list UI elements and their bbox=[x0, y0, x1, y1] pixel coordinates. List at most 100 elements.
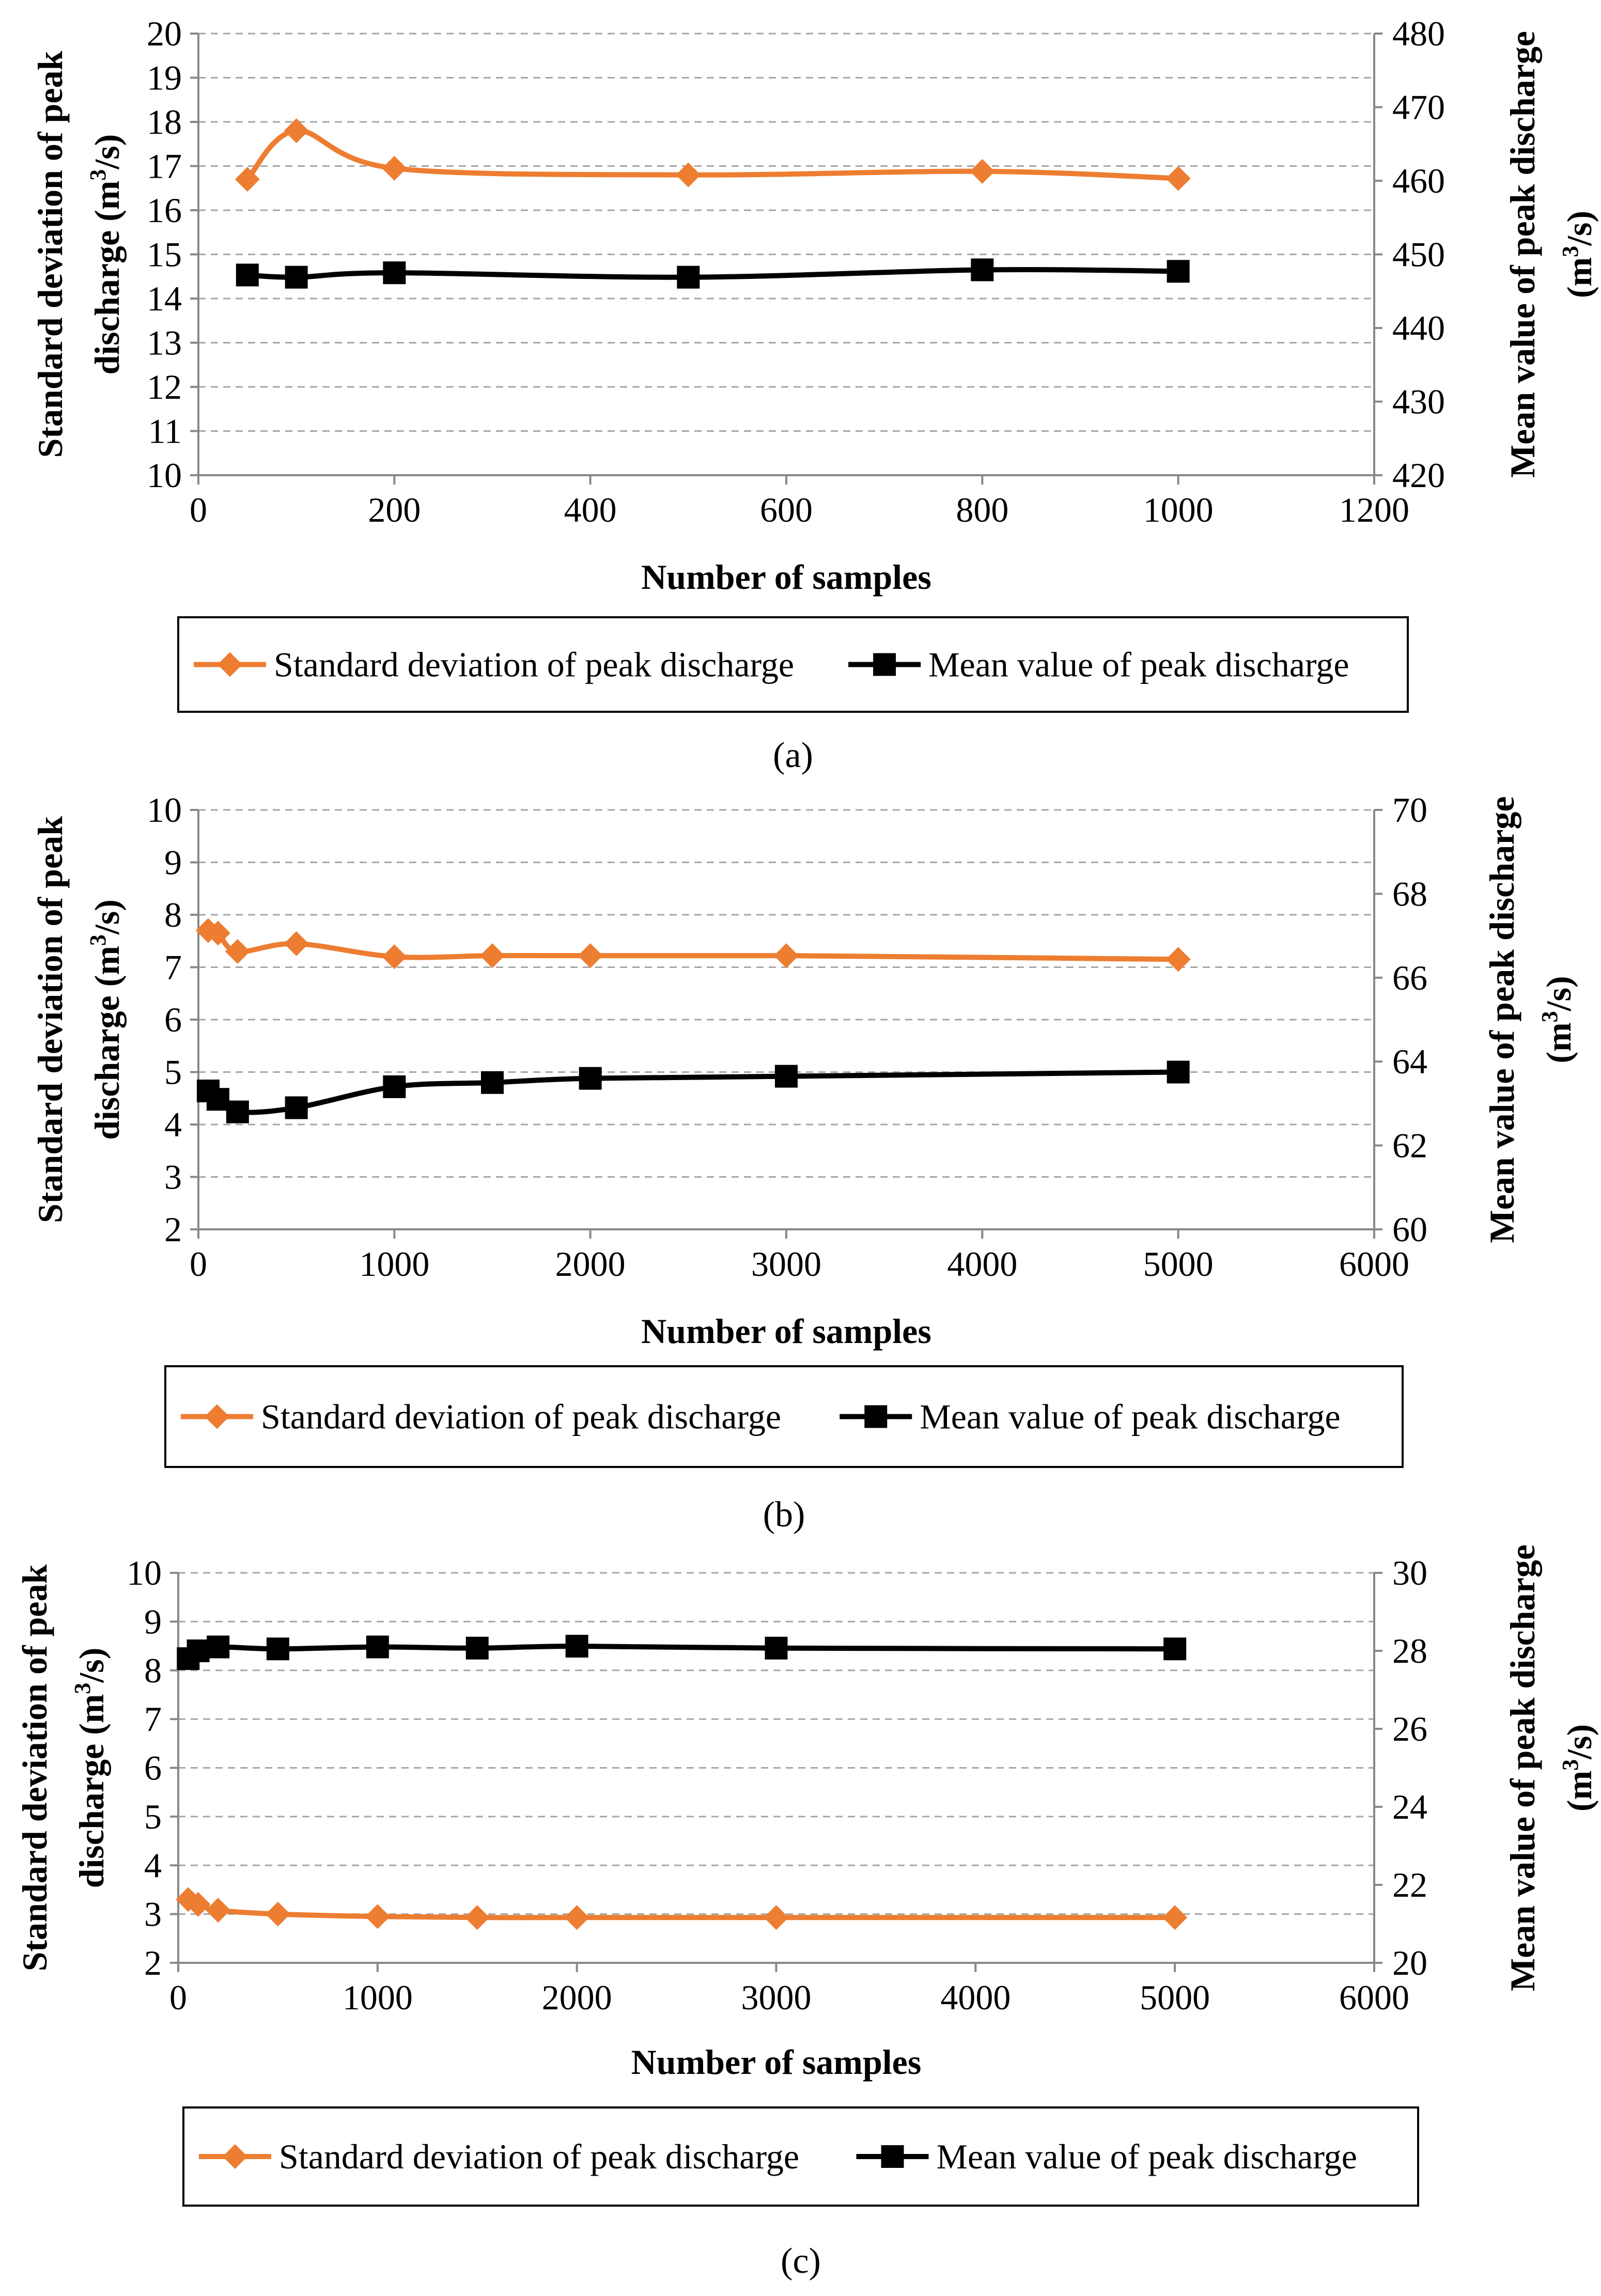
std-series-point bbox=[774, 943, 799, 969]
std-series-point bbox=[205, 920, 230, 946]
left-tick-label: 15 bbox=[147, 235, 182, 274]
left-tick-label: 7 bbox=[144, 1699, 162, 1739]
legend-mean-label: Mean value of peak discharge bbox=[920, 1397, 1340, 1436]
x-axis-title: Number of samples bbox=[641, 557, 931, 597]
mean-series-point bbox=[383, 261, 406, 285]
right-tick-label: 24 bbox=[1392, 1787, 1427, 1826]
std-series-point bbox=[1162, 1905, 1188, 1930]
right-tick-label: 68 bbox=[1392, 874, 1427, 913]
left-tick-label: 8 bbox=[164, 895, 182, 934]
x-tick-label: 1000 bbox=[1143, 490, 1214, 529]
left-axis-title-line2: discharge (m3/s) bbox=[85, 899, 127, 1140]
left-tick-label: 10 bbox=[127, 1553, 162, 1592]
left-tick-label: 3 bbox=[144, 1895, 162, 1934]
left-tick-label: 17 bbox=[147, 147, 182, 186]
left-tick-label: 2 bbox=[144, 1943, 162, 1982]
x-tick-label: 5000 bbox=[1143, 1244, 1214, 1284]
right-tick-label: 440 bbox=[1392, 308, 1445, 348]
left-tick-label: 4 bbox=[144, 1846, 162, 1885]
x-tick-label: 5000 bbox=[1140, 1978, 1210, 2017]
mean-series-point bbox=[186, 1639, 210, 1662]
left-tick-label: 10 bbox=[147, 790, 182, 830]
left-tick-label: 4 bbox=[164, 1105, 182, 1144]
left-axis-title-line1: Standard deviation of peak bbox=[15, 1564, 54, 1971]
std-series-point bbox=[185, 1892, 211, 1917]
left-tick-label: 2 bbox=[164, 1210, 182, 1249]
std-series-point bbox=[235, 167, 260, 192]
mean-series-point bbox=[1167, 1060, 1190, 1084]
std-series-point bbox=[480, 943, 505, 969]
legend-std-label: Standard deviation of peak discharge bbox=[274, 645, 794, 684]
std-series-point bbox=[265, 1901, 290, 1927]
mean-series-point bbox=[1167, 260, 1190, 283]
panel-label: (c) bbox=[781, 2241, 821, 2281]
mean-series-point bbox=[775, 1065, 798, 1088]
right-tick-label: 60 bbox=[1392, 1210, 1427, 1249]
right-axis-title-line1: Mean value of peak discharge bbox=[1503, 1544, 1542, 1991]
x-tick-label: 3000 bbox=[741, 1978, 812, 2017]
left-tick-label: 8 bbox=[144, 1651, 162, 1690]
right-tick-label: 480 bbox=[1392, 14, 1445, 53]
x-tick-label: 400 bbox=[564, 490, 617, 529]
legend-mean-marker bbox=[881, 2145, 904, 2168]
std-series-point bbox=[382, 155, 407, 181]
legend-box bbox=[164, 1365, 1404, 1468]
left-tick-label: 14 bbox=[147, 279, 182, 318]
mean-series-line bbox=[247, 267, 1178, 280]
mean-series-point bbox=[677, 265, 700, 289]
x-tick-label: 2000 bbox=[542, 1978, 612, 2017]
std-series-point bbox=[970, 159, 995, 184]
mean-series-point bbox=[565, 1634, 588, 1658]
legend-mean-marker bbox=[864, 1405, 888, 1428]
legend-box bbox=[177, 616, 1409, 713]
std-series-point bbox=[225, 939, 250, 964]
x-tick-label: 3000 bbox=[751, 1244, 821, 1284]
mean-series-point bbox=[206, 1088, 229, 1111]
mean-series-point bbox=[465, 1636, 489, 1660]
std-series-point bbox=[578, 943, 603, 969]
right-axis-title-line1: Mean value of peak discharge bbox=[1482, 796, 1521, 1243]
x-tick-label: 6000 bbox=[1339, 1978, 1409, 2017]
right-axis-title-line2: (m3/s) bbox=[1537, 976, 1578, 1063]
x-tick-label: 600 bbox=[760, 490, 813, 529]
right-tick-label: 28 bbox=[1392, 1631, 1427, 1670]
right-tick-label: 26 bbox=[1392, 1709, 1427, 1748]
right-tick-label: 470 bbox=[1392, 88, 1445, 127]
chart-panel-c: 0 1000 2000 3000 4000 5000 6000 2 3 4 5 6 7 8 9 10 20 22 2… bbox=[15, 1544, 1599, 2281]
legend-std-marker bbox=[223, 2144, 247, 2169]
x-tick-label: 4000 bbox=[940, 1978, 1011, 2017]
x-tick-label: 1000 bbox=[359, 1244, 429, 1284]
std-series-point bbox=[382, 944, 407, 970]
mean-series-point bbox=[765, 1636, 788, 1660]
left-tick-label: 12 bbox=[147, 367, 182, 407]
right-tick-label: 66 bbox=[1392, 958, 1427, 997]
chart-panel-b: 0 1000 2000 3000 4000 5000 6000 2 3 4 5 6 7 8 9 10 60 62 6… bbox=[30, 790, 1578, 1535]
left-tick-label: 9 bbox=[164, 843, 182, 882]
left-tick-label: 6 bbox=[144, 1748, 162, 1788]
x-tick-label: 1200 bbox=[1339, 490, 1409, 529]
x-tick-label: 1000 bbox=[343, 1978, 413, 2017]
left-tick-label: 11 bbox=[148, 412, 182, 451]
right-axis-title-line1: Mean value of peak discharge bbox=[1503, 31, 1542, 478]
right-tick-label: 22 bbox=[1392, 1865, 1427, 1904]
left-tick-label: 16 bbox=[147, 191, 182, 230]
mean-series-point bbox=[1163, 1637, 1187, 1661]
mean-series-point bbox=[481, 1071, 504, 1094]
right-tick-label: 450 bbox=[1392, 235, 1445, 274]
left-axis-title-line1: Standard deviation of peak bbox=[30, 51, 70, 458]
legend-std-marker bbox=[217, 652, 242, 677]
mean-series-line bbox=[186, 1643, 1175, 1661]
mean-series-point bbox=[226, 1100, 249, 1123]
right-axis-title-line2: (m3/s) bbox=[1558, 1724, 1599, 1811]
left-axis-title-line2: discharge (m3/s) bbox=[85, 134, 127, 375]
x-tick-label: 4000 bbox=[947, 1244, 1017, 1284]
right-tick-label: 20 bbox=[1392, 1943, 1427, 1982]
left-axis-title-line2: discharge (m3/s) bbox=[70, 1648, 111, 1888]
x-tick-label: 6000 bbox=[1339, 1244, 1409, 1284]
mean-series-point bbox=[236, 263, 259, 287]
right-axis-title-line2: (m3/s) bbox=[1558, 211, 1599, 298]
left-tick-label: 18 bbox=[147, 102, 182, 142]
x-axis-title: Number of samples bbox=[631, 2042, 922, 2082]
legend-mean-label: Mean value of peak discharge bbox=[928, 645, 1349, 684]
